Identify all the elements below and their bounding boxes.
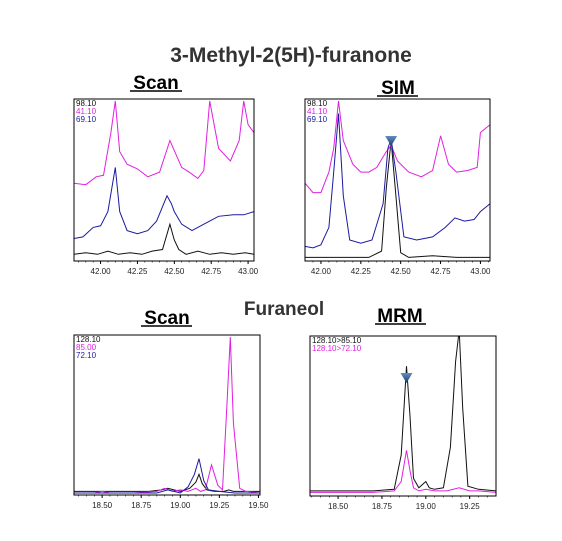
x-tick-label: 18.75 bbox=[131, 501, 152, 510]
x-tick-label: 42.25 bbox=[351, 267, 372, 276]
series-line-69-10 bbox=[305, 113, 490, 249]
series-line-98-10 bbox=[305, 140, 490, 258]
section2-title: Furaneol bbox=[244, 299, 324, 320]
plot-frame bbox=[304, 98, 491, 262]
legend-entry: 128.10 bbox=[76, 335, 101, 344]
legend-entry: 41.10 bbox=[307, 107, 328, 116]
legend-entry: 41.10 bbox=[76, 107, 97, 116]
plot-frame bbox=[73, 334, 261, 496]
x-tick-label: 42.00 bbox=[91, 267, 112, 276]
series-line-41-10 bbox=[74, 100, 254, 186]
legend-entry: 98.10 bbox=[76, 99, 97, 108]
x-tick-label: 42.50 bbox=[391, 267, 412, 276]
figure-title: 3-Methyl-2(5H)-furanone bbox=[170, 44, 412, 67]
series-line-98-10 bbox=[74, 222, 254, 255]
legend-entry: 85.00 bbox=[76, 343, 97, 352]
plot-frame bbox=[73, 98, 255, 262]
legend-entry: 98.10 bbox=[307, 99, 328, 108]
series-line-128-10-72-10 bbox=[310, 450, 496, 493]
chart-panel-1: Scan 42.00 42.25 42.50 42.75 43.00 98.1041.106… bbox=[73, 73, 259, 276]
plot-frame bbox=[309, 335, 497, 497]
chart-panel-4: MRM 18.50 18.75 19.00 19.25 128.10>85.10128.1… bbox=[309, 306, 497, 511]
chart-panel-2: SIM 42.00 42.25 42.50 42.75 43.00 98.1041.1069… bbox=[304, 78, 491, 276]
x-tick-label: 42.25 bbox=[127, 267, 148, 276]
chart-title: SIM bbox=[381, 78, 415, 99]
x-tick-label: 43.00 bbox=[238, 267, 259, 276]
peak-marker-icon bbox=[400, 373, 413, 383]
legend-entry: 128.10>72.10 bbox=[312, 344, 362, 353]
x-tick-label: 43.00 bbox=[470, 267, 491, 276]
legend-entry: 69.10 bbox=[76, 115, 97, 124]
legend-entry: 72.10 bbox=[76, 351, 97, 360]
series-line-128-10-85-10 bbox=[310, 336, 496, 492]
x-tick-label: 19.00 bbox=[416, 502, 437, 511]
chart-title: MRM bbox=[377, 306, 422, 327]
peak-marker-icon bbox=[385, 136, 398, 146]
series-line-41-10 bbox=[305, 100, 490, 194]
chart-title: Scan bbox=[133, 73, 178, 94]
series-line-69-10 bbox=[74, 167, 254, 239]
x-tick-label: 19.00 bbox=[170, 501, 191, 510]
x-tick-label: 18.50 bbox=[328, 502, 349, 511]
x-tick-label: 19.25 bbox=[460, 502, 481, 511]
chart-panel-3: Scan 18.50 18.75 19.00 19.25 19.50 128.1085.00… bbox=[73, 308, 269, 510]
series-line-128-10 bbox=[74, 472, 260, 492]
x-tick-label: 18.75 bbox=[372, 502, 393, 511]
x-tick-label: 42.75 bbox=[201, 267, 222, 276]
x-tick-label: 19.50 bbox=[248, 501, 269, 510]
x-tick-label: 42.75 bbox=[431, 267, 452, 276]
series-line-72-10 bbox=[74, 458, 260, 494]
x-tick-label: 42.50 bbox=[164, 267, 185, 276]
chart-title: Scan bbox=[144, 308, 189, 329]
legend-entry: 128.10>85.10 bbox=[312, 336, 362, 345]
legend-entry: 69.10 bbox=[307, 115, 328, 124]
x-tick-label: 19.25 bbox=[209, 501, 230, 510]
x-tick-label: 42.00 bbox=[311, 267, 332, 276]
x-tick-label: 18.50 bbox=[92, 501, 113, 510]
series-line-85-00 bbox=[74, 336, 260, 494]
